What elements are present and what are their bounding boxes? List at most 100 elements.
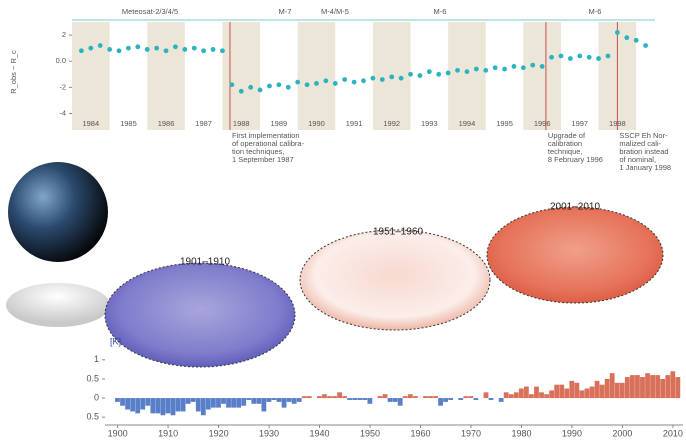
point: [511, 64, 517, 69]
x-tick-label: 2010: [663, 428, 683, 438]
bar: [574, 382, 580, 399]
bar: [407, 394, 413, 399]
bar: [150, 398, 156, 414]
bar: [175, 398, 181, 412]
bar: [518, 388, 524, 399]
map-2001-2010: [486, 206, 664, 304]
point: [417, 73, 423, 78]
year-band: [147, 22, 185, 130]
x-tick-label: 1970: [461, 428, 481, 438]
bar: [185, 398, 191, 404]
point: [361, 78, 366, 84]
annotation-text: SSCP Eh Nor-: [619, 131, 668, 140]
point: [107, 47, 113, 52]
x-tick-label: 1980: [511, 428, 531, 438]
annotation-text: of nominal,: [619, 155, 656, 164]
bar: [508, 394, 514, 399]
bar: [463, 396, 469, 399]
point: [220, 48, 225, 54]
bar: [327, 396, 332, 399]
bar: [665, 375, 671, 399]
x-tick-label: 1930: [259, 428, 279, 438]
bar: [387, 398, 393, 402]
point: [473, 66, 479, 72]
annotation-text: technique,: [548, 147, 583, 156]
point: [605, 53, 611, 59]
map-label: 1901–1910: [180, 257, 230, 268]
bar: [549, 390, 555, 399]
bar: [503, 392, 509, 399]
y-tick-label: -2: [59, 82, 66, 91]
bar: [130, 398, 136, 412]
bar: [645, 373, 650, 399]
bar: [609, 373, 615, 399]
point: [238, 88, 244, 94]
bar: [428, 396, 433, 399]
bar: [281, 398, 287, 408]
bar: [246, 398, 252, 400]
map-label: 1951–1960: [373, 227, 423, 238]
point: [314, 81, 319, 86]
bar: [170, 398, 176, 416]
bar: [352, 398, 358, 400]
bar: [660, 378, 666, 399]
point: [88, 45, 94, 51]
bar: [216, 398, 221, 408]
annotation-text: 8 February 1996: [548, 155, 603, 164]
annotation-text: First implementation: [232, 131, 300, 140]
bar: [458, 398, 464, 400]
point: [79, 48, 84, 54]
bar: [286, 398, 292, 402]
annotation-text: 1 January 1998: [619, 163, 671, 172]
y-tick-label: 0.5: [86, 373, 99, 383]
x-tick-label: 1987: [195, 119, 212, 128]
x-tick-label: 1900: [108, 428, 128, 438]
bar: [382, 394, 388, 399]
point: [97, 43, 103, 48]
year-band: [523, 22, 561, 130]
bar: [261, 398, 267, 412]
x-tick-label: 1994: [459, 119, 476, 128]
y-tick-label: -4: [59, 108, 66, 117]
bar: [231, 398, 236, 408]
point: [379, 77, 385, 82]
segment-label: M-6: [434, 7, 447, 16]
year-band: [72, 22, 110, 130]
bar: [241, 398, 247, 406]
bar: [211, 398, 216, 408]
bar: [392, 398, 398, 402]
bar: [221, 398, 226, 404]
point: [643, 43, 648, 48]
y-tick-label: 0: [94, 392, 99, 402]
bar: [539, 392, 544, 399]
bar: [205, 398, 211, 410]
bar: [624, 377, 630, 399]
map-label: 2001–2010: [550, 202, 600, 213]
bar: [569, 380, 575, 399]
point: [549, 54, 554, 60]
point: [520, 65, 526, 71]
point: [408, 71, 413, 77]
bar: [190, 398, 196, 402]
x-tick-label: 1992: [383, 119, 400, 128]
point: [267, 83, 272, 89]
y-tick-label: 0.0: [56, 56, 66, 65]
point: [135, 44, 141, 50]
bar: [256, 398, 262, 404]
point: [624, 35, 630, 41]
point: [530, 62, 536, 68]
bar: [488, 398, 494, 400]
x-tick-label: 1989: [271, 119, 288, 128]
point: [257, 87, 263, 93]
year-band: [222, 22, 261, 130]
point: [502, 66, 507, 72]
bar: [332, 396, 337, 399]
bar: [155, 398, 161, 414]
point: [436, 71, 442, 77]
x-tick-label: 1996: [534, 119, 551, 128]
bar: [377, 396, 383, 399]
bar: [604, 378, 610, 399]
map-1901-1910: [104, 262, 296, 368]
annotation-text: bration instead: [619, 147, 668, 156]
